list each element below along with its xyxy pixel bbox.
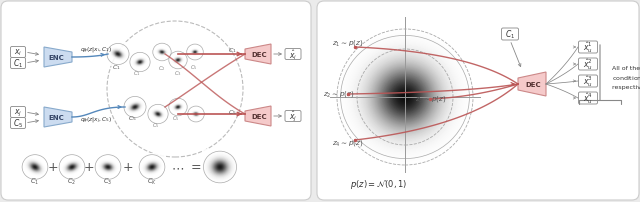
Polygon shape — [245, 45, 271, 65]
FancyBboxPatch shape — [579, 93, 598, 104]
Text: $x_i$: $x_i$ — [14, 47, 22, 58]
FancyBboxPatch shape — [285, 111, 301, 122]
Text: $C_5$: $C_5$ — [172, 114, 180, 122]
Text: DEC: DEC — [525, 82, 541, 87]
Text: $C_2$: $C_2$ — [67, 176, 77, 186]
Text: $C_3$: $C_3$ — [174, 69, 182, 78]
Text: $q_\phi(z|x_j,C_5)$: $q_\phi(z|x_j,C_5)$ — [80, 115, 113, 124]
Polygon shape — [245, 106, 271, 126]
FancyBboxPatch shape — [10, 47, 26, 58]
Text: $q_\phi(z|x_i,C_1)$: $q_\phi(z|x_i,C_1)$ — [80, 45, 113, 55]
FancyBboxPatch shape — [579, 42, 598, 54]
Text: $\hat{x}_i$: $\hat{x}_i$ — [289, 48, 297, 62]
Text: $C_1$: $C_1$ — [133, 69, 141, 78]
Text: $\hat{x}^1_u$: $\hat{x}^1_u$ — [583, 40, 593, 55]
FancyBboxPatch shape — [10, 58, 26, 69]
Text: $\cdots$: $\cdots$ — [172, 161, 184, 174]
Text: $p(z) = \mathcal{N}(0,1)$: $p(z) = \mathcal{N}(0,1)$ — [350, 177, 407, 190]
FancyBboxPatch shape — [317, 2, 639, 200]
FancyBboxPatch shape — [579, 76, 598, 87]
Text: $C_1$: $C_1$ — [228, 46, 237, 55]
Text: DEC: DEC — [251, 52, 267, 58]
Text: DEC: DEC — [251, 114, 267, 119]
FancyBboxPatch shape — [1, 2, 311, 200]
Text: $z_4 \sim p(z)$: $z_4 \sim p(z)$ — [332, 138, 364, 148]
Text: ENC: ENC — [48, 55, 64, 61]
Text: $\hat{x}^4_u$: $\hat{x}^4_u$ — [583, 91, 593, 106]
Text: $C_5$: $C_5$ — [152, 120, 159, 129]
Text: $\hat{x}_j$: $\hat{x}_j$ — [289, 109, 297, 124]
Text: $C_5$: $C_5$ — [128, 114, 137, 122]
FancyBboxPatch shape — [285, 49, 301, 60]
Text: ENC: ENC — [48, 115, 64, 120]
Text: All of these samples respect the
condition, i.e.,  $C_1$ , however, their
respec: All of these samples respect the conditi… — [612, 66, 640, 89]
Text: $C_1$: $C_1$ — [505, 29, 515, 41]
Text: $z_2 \sim p(z)$: $z_2 \sim p(z)$ — [323, 89, 355, 99]
Text: $\hat{x}^3_u$: $\hat{x}^3_u$ — [583, 74, 593, 89]
Text: $x_j$: $x_j$ — [14, 107, 22, 118]
Polygon shape — [44, 48, 72, 68]
Text: +: + — [48, 161, 58, 174]
Text: =: = — [191, 161, 202, 174]
FancyBboxPatch shape — [579, 59, 598, 71]
Text: $z_1 \sim p(z)$: $z_1 \sim p(z)$ — [332, 38, 364, 48]
Text: $z_3 \sim p(z)$: $z_3 \sim p(z)$ — [415, 94, 447, 104]
Polygon shape — [518, 73, 546, 97]
FancyBboxPatch shape — [10, 107, 26, 118]
Text: $C_1$: $C_1$ — [13, 57, 23, 70]
Text: $C_5$: $C_5$ — [190, 63, 198, 72]
Text: $C_1$: $C_1$ — [31, 176, 40, 186]
FancyBboxPatch shape — [502, 29, 518, 41]
Text: $C_2$: $C_2$ — [158, 64, 166, 73]
Text: +: + — [123, 161, 133, 174]
Text: $C_5$: $C_5$ — [13, 117, 23, 130]
Text: $\hat{x}^2_u$: $\hat{x}^2_u$ — [583, 57, 593, 72]
Text: $C_3$: $C_3$ — [104, 176, 113, 186]
FancyBboxPatch shape — [10, 118, 26, 129]
Text: $C_1$: $C_1$ — [112, 63, 121, 72]
Text: $C_K$: $C_K$ — [147, 176, 157, 186]
Text: +: + — [84, 161, 94, 174]
Polygon shape — [44, 107, 72, 127]
Text: $C_5$: $C_5$ — [228, 107, 237, 116]
